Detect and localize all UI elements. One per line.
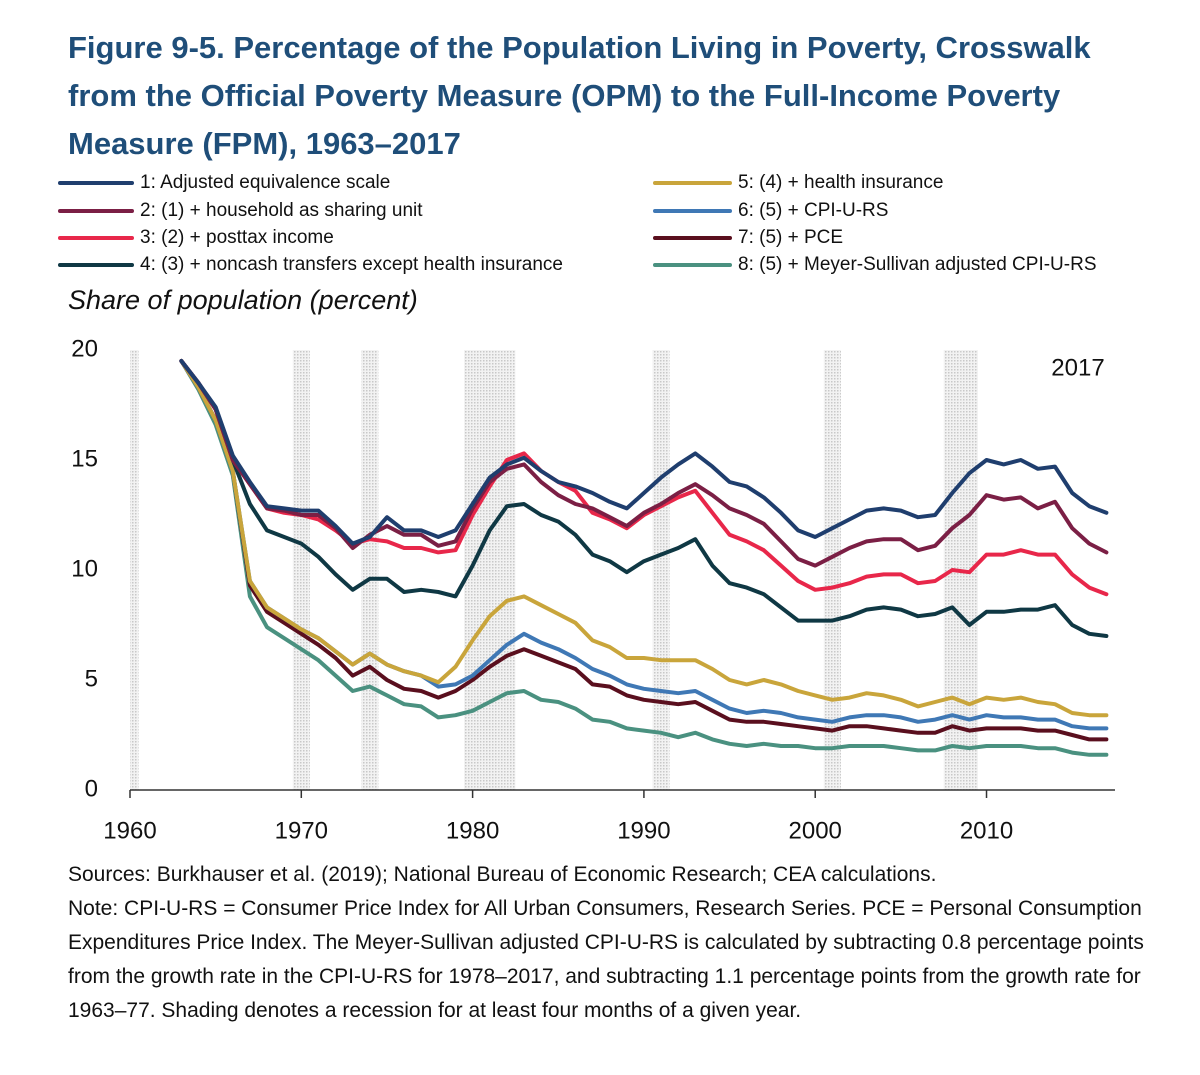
x-tick-label: 1990 <box>617 817 670 844</box>
x-tick-label: 2000 <box>789 817 842 844</box>
footnotes: Sources: Burkhauser et al. (2019); Natio… <box>68 858 1178 1028</box>
x-tick-label: 1970 <box>275 817 328 844</box>
legend-label: 5: (4) + health insurance <box>738 172 943 193</box>
series-line <box>179 359 1109 742</box>
series-line <box>179 359 1109 546</box>
recession-band <box>498 350 516 790</box>
x-tick-label: 2010 <box>960 817 1013 844</box>
legend-label: 4: (3) + noncash transfers except health… <box>140 254 563 275</box>
recession-band <box>361 350 379 790</box>
recession-band <box>292 350 310 790</box>
note: Note: CPI-U-RS = Consumer Price Index fo… <box>68 897 1144 1022</box>
y-axis-label: Share of population (percent) <box>68 285 418 315</box>
legend-label: 2: (1) + household as sharing unit <box>140 200 423 221</box>
x-tick-label: 1960 <box>103 817 156 844</box>
sources: Sources: Burkhauser et al. (2019); Natio… <box>68 863 937 886</box>
series-line <box>179 359 1109 638</box>
series-line <box>179 359 1109 718</box>
y-tick-label: 20 <box>71 335 98 362</box>
recession-band <box>652 350 670 790</box>
legend-label: 6: (5) + CPI-U-RS <box>738 200 888 221</box>
y-tick-label: 0 <box>85 775 98 802</box>
y-tick-label: 15 <box>71 445 98 472</box>
annotation: 2017 <box>1051 354 1104 381</box>
recession-band <box>130 350 139 790</box>
recession-band <box>464 350 482 790</box>
recession-band <box>481 350 499 790</box>
chart-title: Figure 9-5. Percentage of the Population… <box>68 30 1091 161</box>
legend-label: 1: Adjusted equivalence scale <box>140 172 390 193</box>
y-tick-label: 5 <box>85 665 98 692</box>
legend-label: 8: (5) + Meyer-Sullivan adjusted CPI-U-R… <box>738 254 1097 275</box>
legend-label: 3: (2) + posttax income <box>140 227 334 248</box>
x-tick-label: 1980 <box>446 817 499 844</box>
y-tick-label: 10 <box>71 555 98 582</box>
recession-band <box>823 350 841 790</box>
series-line <box>179 359 1109 757</box>
chart: Share of population (percent) 2017 0 5 10 1… <box>58 172 1115 844</box>
legend-label: 7: (5) + PCE <box>738 227 843 248</box>
